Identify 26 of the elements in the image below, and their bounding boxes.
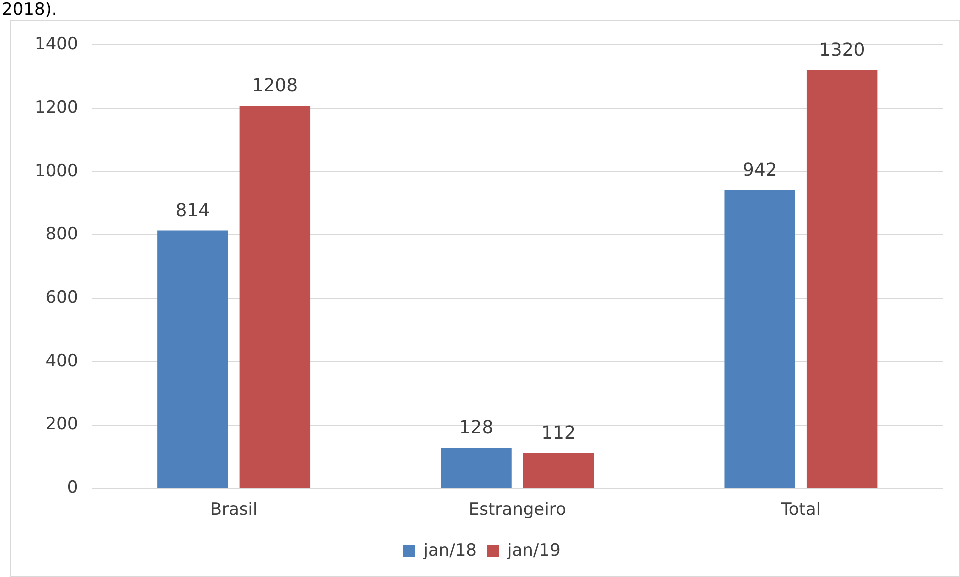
y-tick-label: 1000 [35, 161, 78, 182]
x-tick-label: Estrangeiro [468, 500, 566, 520]
y-tick-label: 800 [46, 224, 78, 245]
data-label: 814 [176, 200, 210, 222]
bar [523, 453, 594, 488]
bar [441, 448, 512, 488]
bar [240, 106, 311, 488]
y-tick-label: 0 [67, 478, 78, 498]
bar [806, 70, 878, 488]
legend-label: jan/19 [506, 540, 561, 561]
data-label: 128 [459, 418, 494, 439]
x-tick-label: Total [780, 500, 822, 520]
legend-label: jan/18 [422, 540, 478, 561]
y-tick-label: 1200 [35, 98, 78, 118]
bar [724, 190, 796, 488]
data-label: 112 [542, 422, 576, 444]
y-tick-label: 400 [46, 351, 78, 372]
data-label: 942 [742, 160, 778, 181]
text: 2018). [2, 0, 58, 20]
y-tick-label: 1400 [35, 34, 78, 55]
data-label: 1320 [819, 40, 866, 62]
x-tick-label: Brasil [210, 500, 258, 520]
bar [158, 230, 228, 488]
y-tick-label: 200 [46, 414, 78, 435]
y-tick-label: 600 [46, 288, 78, 308]
data-label: 1208 [252, 76, 298, 97]
